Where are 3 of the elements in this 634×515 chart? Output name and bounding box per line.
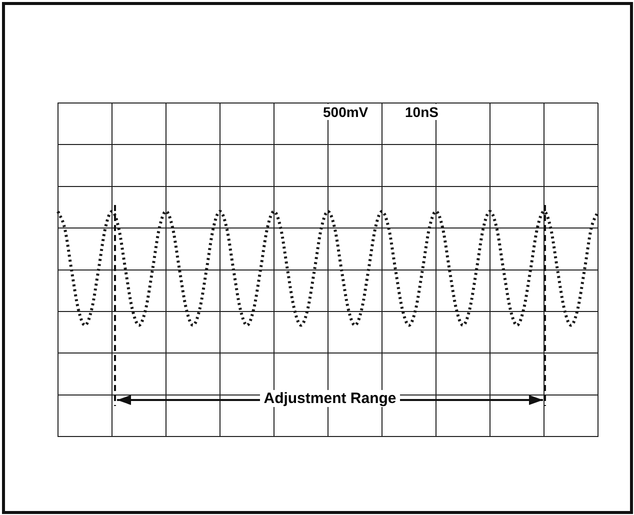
text: Adjustment Range xyxy=(260,390,400,407)
text: 500mV xyxy=(322,104,370,120)
text: 10nS xyxy=(404,104,440,120)
